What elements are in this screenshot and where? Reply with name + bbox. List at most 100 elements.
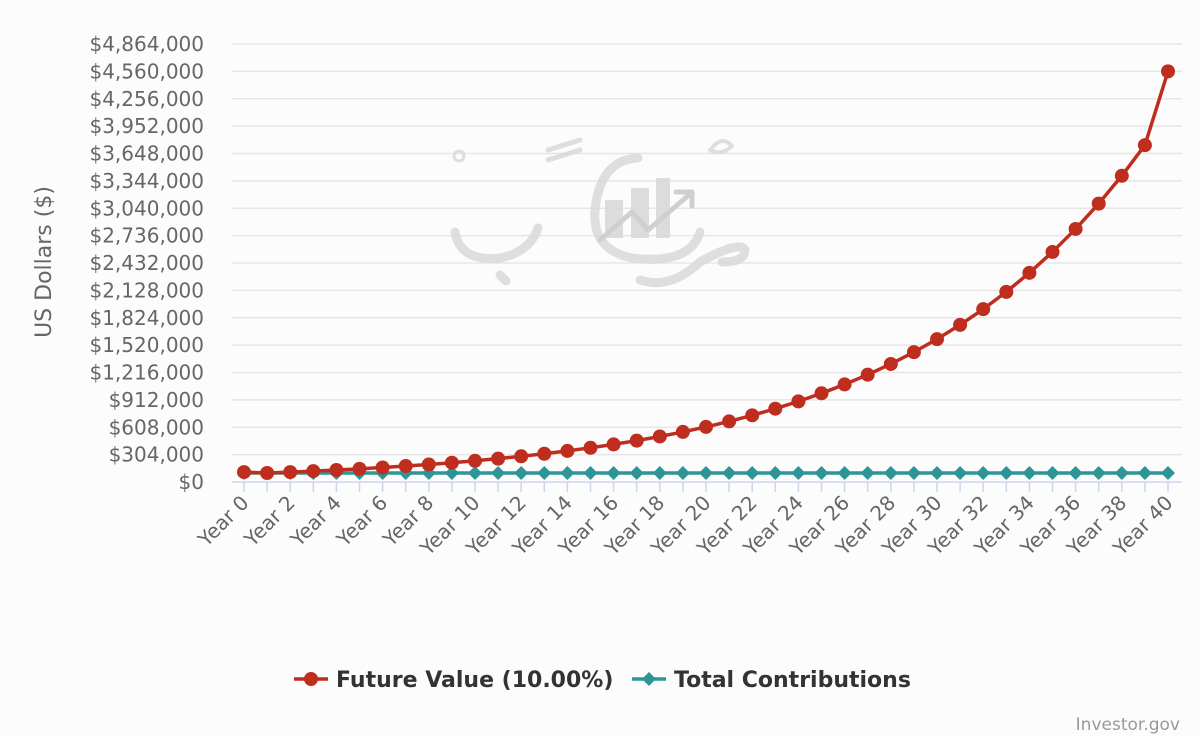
future-value-point[interactable]	[468, 453, 482, 468]
future-value-point[interactable]	[1114, 168, 1129, 183]
future-value-point[interactable]	[421, 457, 436, 472]
total-contributions-point[interactable]	[791, 465, 806, 480]
total-contributions-point[interactable]	[491, 465, 506, 480]
future-value-point[interactable]	[1068, 221, 1083, 236]
total-contributions-point[interactable]	[468, 465, 482, 480]
legend-item[interactable]: Future Value (10.00%)	[294, 668, 613, 693]
total-contributions-point[interactable]	[583, 465, 598, 480]
legend-item[interactable]: Total Contributions	[632, 668, 911, 693]
y-tick-label: $1,216,000	[89, 361, 204, 385]
total-contributions-point[interactable]	[999, 465, 1014, 480]
legend: Future Value (10.00%) Total Contributions	[294, 668, 911, 693]
total-contributions-point[interactable]	[768, 465, 783, 480]
y-tick-label: $304,000	[109, 443, 204, 467]
future-value-point[interactable]	[560, 443, 575, 458]
total-contributions-point[interactable]	[906, 465, 921, 480]
y-tick-label: $3,040,000	[89, 196, 204, 220]
future-value-point[interactable]	[699, 419, 713, 434]
total-contributions-point[interactable]	[953, 465, 968, 480]
legend-circle-marker	[304, 672, 318, 686]
future-value-point[interactable]	[652, 429, 667, 444]
future-value-point[interactable]	[606, 437, 621, 452]
future-value-point[interactable]	[791, 394, 806, 409]
future-value-point[interactable]	[1161, 64, 1175, 79]
total-contributions-point[interactable]	[537, 465, 552, 480]
future-value-point[interactable]	[768, 401, 783, 416]
future-value-point[interactable]	[814, 386, 829, 401]
future-value-point[interactable]	[1091, 196, 1106, 211]
future-value-point[interactable]	[398, 459, 413, 474]
future-value-point[interactable]	[444, 455, 459, 470]
total-contributions-point[interactable]	[837, 465, 852, 480]
y-tick-label: $608,000	[109, 415, 204, 439]
total-contributions-point[interactable]	[722, 465, 737, 480]
total-contributions-point[interactable]	[883, 465, 898, 480]
total-contributions-point[interactable]	[675, 465, 690, 480]
y-tick-label: $3,952,000	[89, 114, 204, 138]
future-value-point[interactable]	[722, 414, 737, 429]
future-value-point[interactable]	[837, 377, 852, 392]
y-tick-label: $4,864,000	[89, 32, 204, 56]
total-contributions-point[interactable]	[606, 465, 621, 480]
future-value-point[interactable]	[375, 460, 390, 475]
x-tick-label: Year 4	[285, 491, 346, 552]
future-value-point[interactable]	[906, 345, 921, 360]
y-tick-label: $2,736,000	[89, 224, 204, 248]
future-value-point[interactable]	[583, 440, 598, 455]
total-contributions-point[interactable]	[1137, 465, 1152, 480]
future-value-point[interactable]	[283, 465, 298, 480]
future-value-point[interactable]	[953, 317, 968, 332]
total-contributions-point[interactable]	[860, 465, 875, 480]
future-value-point[interactable]	[537, 446, 552, 461]
future-value-point[interactable]	[329, 463, 344, 478]
y-tick-label: $2,432,000	[89, 251, 204, 275]
future-value-point[interactable]	[491, 451, 506, 466]
y-tick-label: $3,648,000	[89, 142, 204, 166]
y-tick-label: $912,000	[109, 388, 204, 412]
future-value-point[interactable]	[1137, 138, 1152, 153]
total-contributions-point[interactable]	[976, 465, 991, 480]
total-contributions-point[interactable]	[1068, 465, 1083, 480]
total-contributions-point[interactable]	[1022, 465, 1037, 480]
future-value-point[interactable]	[860, 367, 875, 382]
future-value-point[interactable]	[629, 433, 644, 448]
legend-label: Future Value (10.00%)	[336, 668, 613, 693]
total-contributions-point[interactable]	[1161, 465, 1175, 480]
total-contributions-point[interactable]	[699, 465, 713, 480]
total-contributions-point[interactable]	[1045, 465, 1060, 480]
y-tick-label: $0	[179, 470, 204, 494]
future-value-point[interactable]	[306, 464, 321, 479]
total-contributions-point[interactable]	[444, 465, 459, 480]
total-contributions-point[interactable]	[629, 465, 644, 480]
future-value-point[interactable]	[514, 449, 529, 464]
total-contributions-point[interactable]	[1091, 465, 1106, 480]
total-contributions-point[interactable]	[514, 465, 529, 480]
future-value-point[interactable]	[675, 424, 690, 439]
credit-text[interactable]: Investor.gov	[1076, 715, 1180, 735]
total-contributions-point[interactable]	[560, 465, 575, 480]
future-value-point[interactable]	[930, 332, 944, 347]
x-tick-label: Year 2	[239, 491, 300, 552]
total-contributions-point[interactable]	[814, 465, 829, 480]
total-contributions-point[interactable]	[1114, 465, 1129, 480]
y-tick-label: $2,128,000	[89, 278, 204, 302]
legend-label: Total Contributions	[674, 668, 911, 693]
future-value-point[interactable]	[1022, 265, 1037, 280]
total-contributions-point[interactable]	[745, 465, 760, 480]
total-contributions-point[interactable]	[652, 465, 667, 480]
y-axis-title: US Dollars ($)	[32, 186, 57, 338]
future-value-point[interactable]	[352, 461, 367, 476]
future-value-point[interactable]	[1045, 244, 1060, 259]
future-value-point[interactable]	[976, 302, 991, 317]
future-value-point[interactable]	[883, 356, 898, 371]
y-tick-label: $3,344,000	[89, 169, 204, 193]
future-value-point[interactable]	[999, 284, 1014, 299]
total-contributions-point[interactable]	[930, 465, 944, 480]
future-value-point[interactable]	[237, 465, 251, 480]
future-value-point[interactable]	[260, 465, 275, 480]
future-value-point[interactable]	[745, 408, 760, 423]
series-markers	[237, 64, 1175, 480]
